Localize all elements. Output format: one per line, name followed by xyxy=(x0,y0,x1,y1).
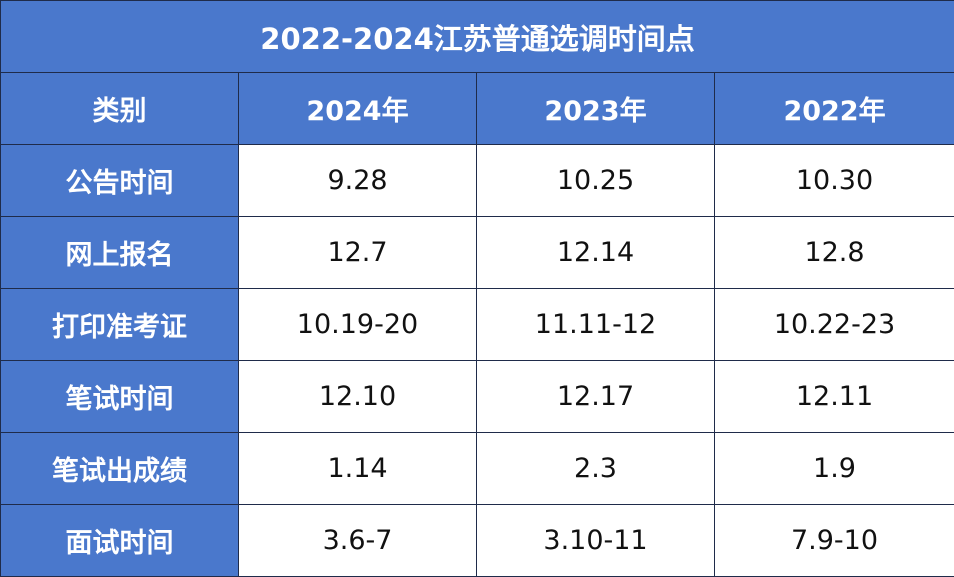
table-cell: 10.22-23 xyxy=(713,288,954,361)
header-category: 类别 xyxy=(0,72,239,145)
header-year-2023: 2023年 xyxy=(476,72,715,145)
header-year-2022: 2022年 xyxy=(713,72,954,145)
table-title: 2022-2024江苏普通选调时间点 xyxy=(0,0,954,73)
table-cell: 11.11-12 xyxy=(476,288,715,361)
table-cell: 12.11 xyxy=(713,360,954,433)
row-label: 笔试出成绩 xyxy=(0,432,239,505)
table-row: 打印准考证 10.19-20 11.11-12 10.22-23 xyxy=(0,288,954,361)
row-label: 打印准考证 xyxy=(0,288,239,361)
table-cell: 12.8 xyxy=(713,216,954,289)
row-label: 笔试时间 xyxy=(0,360,239,433)
table-row: 网上报名 12.7 12.14 12.8 xyxy=(0,216,954,289)
row-label: 面试时间 xyxy=(0,504,239,577)
table-cell: 12.7 xyxy=(238,216,477,289)
table-cell: 10.19-20 xyxy=(238,288,477,361)
table-row: 公告时间 9.28 10.25 10.30 xyxy=(0,144,954,217)
table-row: 笔试时间 12.10 12.17 12.11 xyxy=(0,360,954,433)
table-cell: 1.9 xyxy=(713,432,954,505)
table-cell: 12.14 xyxy=(476,216,715,289)
table-cell: 1.14 xyxy=(238,432,477,505)
table-cell: 3.6-7 xyxy=(238,504,477,577)
table-cell: 3.10-11 xyxy=(476,504,715,577)
table-cell: 7.9-10 xyxy=(713,504,954,577)
table-cell: 9.28 xyxy=(238,144,477,217)
table-cell: 2.3 xyxy=(476,432,715,505)
table-cell: 12.10 xyxy=(238,360,477,433)
table-cell: 10.30 xyxy=(713,144,954,217)
header-year-2024: 2024年 xyxy=(238,72,477,145)
table-row: 笔试出成绩 1.14 2.3 1.9 xyxy=(0,432,954,505)
row-label: 公告时间 xyxy=(0,144,239,217)
table-row: 面试时间 3.6-7 3.10-11 7.9-10 xyxy=(0,504,954,577)
table-cell: 12.17 xyxy=(476,360,715,433)
table-cell: 10.25 xyxy=(476,144,715,217)
row-label: 网上报名 xyxy=(0,216,239,289)
